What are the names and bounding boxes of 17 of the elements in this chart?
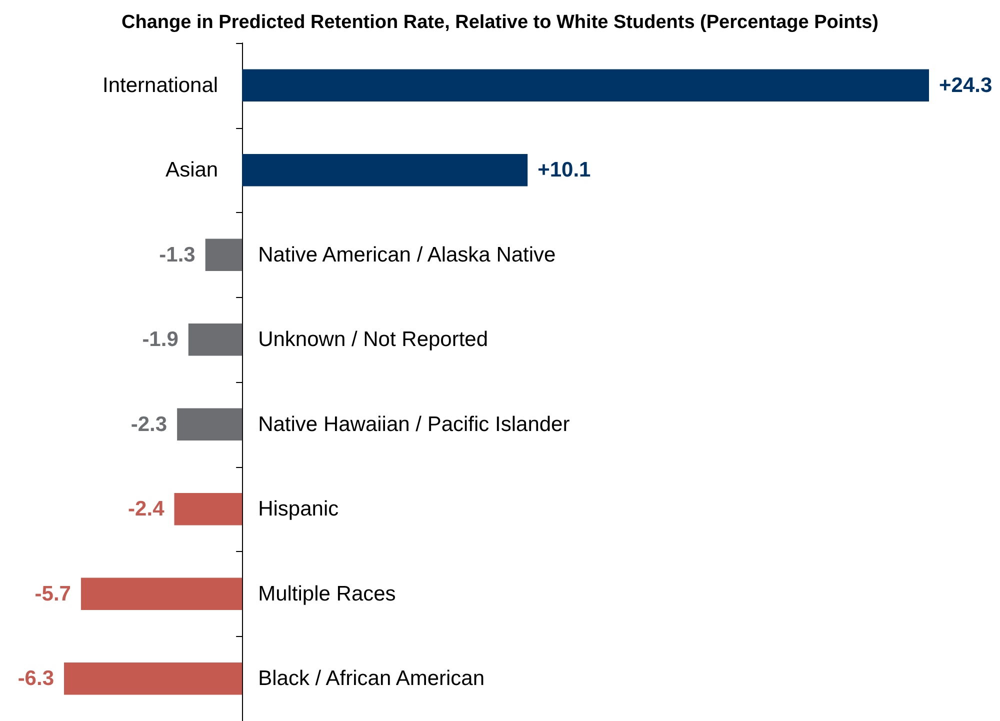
y-tick-label: Native Hawaiian / Pacific Islander <box>258 412 570 436</box>
data-label: -1.3 <box>159 243 196 266</box>
y-tick-label: Unknown / Not Reported <box>258 328 488 352</box>
data-label: +10.1 <box>538 158 592 182</box>
data-label: -1.9 <box>142 328 178 352</box>
data-label: -6.3 <box>18 667 54 690</box>
y-tick-label: Hispanic <box>258 498 339 521</box>
data-label: -2.3 <box>130 412 168 436</box>
y-tick-label: Native American / Alaska Native <box>258 243 556 266</box>
data-label: -5.7 <box>34 582 71 606</box>
y-tick-label: International <box>102 74 218 97</box>
data-label: +24.3 <box>939 74 992 97</box>
y-tick-label: Multiple Races <box>258 582 396 606</box>
chart-title: Change in Predicted Retention Rate, Relative to White Students (Percentage Points) <box>122 12 878 33</box>
y-tick-label: Black / African American <box>258 667 485 690</box>
y-tick-label: Asian <box>166 158 218 182</box>
data-label: -2.4 <box>128 498 165 521</box>
